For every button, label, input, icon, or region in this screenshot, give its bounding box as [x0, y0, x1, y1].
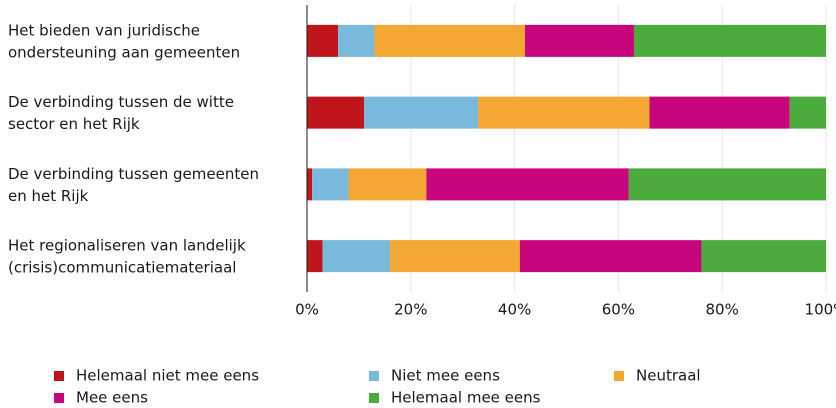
x-tick-label: 40% [498, 301, 531, 319]
x-tick-label: 100% [805, 301, 836, 319]
bar-segment [307, 24, 339, 57]
bar-segment [364, 96, 479, 129]
bar-segment [307, 96, 365, 129]
category-label: De verbinding tussen de witte [8, 93, 234, 111]
bar-segment [524, 24, 634, 57]
legend-label: Niet mee eens [391, 367, 500, 385]
legend-label: Helemaal mee eens [391, 389, 541, 407]
legend-label: Helemaal niet mee eens [76, 367, 259, 385]
bar-segment [338, 24, 375, 57]
legend-swatch [369, 371, 379, 381]
category-label: (crisis)communicatiemateriaal [8, 259, 236, 277]
category-label: en het Rijk [8, 187, 89, 205]
bar-segment [312, 168, 349, 201]
bar-segment [307, 168, 313, 201]
category-label: ondersteuning aan gemeenten [8, 43, 240, 61]
bar-segment [390, 240, 520, 273]
legend-swatch [54, 371, 64, 381]
bar-segment [478, 96, 650, 129]
bar-segment [307, 240, 323, 273]
category-label: De verbinding tussen gemeenten [8, 165, 259, 183]
bar-segment [649, 96, 790, 129]
legend-swatch [54, 393, 64, 403]
bar-segment [628, 168, 826, 201]
legend-label: Mee eens [76, 389, 148, 407]
x-tick-label: 0% [295, 301, 319, 319]
bar-segment [701, 240, 826, 273]
bar-segment [633, 24, 826, 57]
category-label: sector en het Rijk [8, 115, 140, 133]
x-tick-label: 20% [394, 301, 427, 319]
legend-swatch [614, 371, 624, 381]
bar-segment [322, 240, 391, 273]
bar-segment [374, 24, 525, 57]
legend-swatch [369, 393, 379, 403]
x-tick-label: 60% [602, 301, 635, 319]
legend-label: Neutraal [636, 367, 701, 385]
x-tick-label: 80% [706, 301, 739, 319]
bar-segment [348, 168, 427, 201]
bar-segment [426, 168, 629, 201]
bar-segment [519, 240, 702, 273]
bar-segment [789, 96, 826, 129]
category-label: Het regionaliseren van landelijk [8, 237, 246, 255]
category-label: Het bieden van juridische [8, 21, 200, 39]
